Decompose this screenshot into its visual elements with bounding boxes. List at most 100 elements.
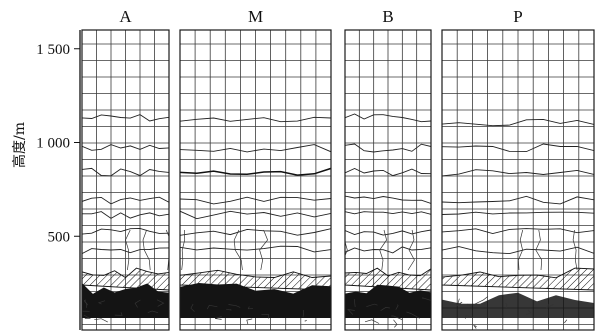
y-tick-label: 1 000	[36, 136, 70, 152]
terrain-scribble	[406, 311, 420, 319]
panel-grid-area	[180, 30, 331, 330]
terrain-scribble	[304, 319, 307, 322]
panel-m: M	[179, 7, 332, 331]
contour-line	[82, 114, 169, 122]
contour-line	[442, 211, 594, 215]
contour-line	[180, 228, 331, 236]
panel-p: P	[441, 7, 595, 331]
terrain-scribble	[464, 315, 474, 319]
contour-line	[345, 229, 431, 236]
terrain-scribble	[526, 309, 532, 315]
contour-line	[345, 168, 431, 177]
contour-line	[442, 228, 594, 234]
terrain-scribble	[147, 310, 159, 314]
streak-line	[379, 229, 387, 271]
contour-line	[345, 211, 431, 215]
terrain-scribble	[97, 300, 106, 305]
dark-ground-layer	[442, 292, 594, 318]
streak-line	[181, 229, 186, 271]
contour-line	[82, 227, 169, 235]
contour-line	[345, 246, 431, 254]
panel-label-a: A	[119, 7, 132, 26]
terrain-scribble	[395, 304, 399, 310]
terrain-scribble	[564, 319, 568, 324]
terrain-scribble	[391, 315, 403, 321]
terrain-scribble	[156, 299, 165, 307]
contour-line	[345, 143, 431, 153]
streak-line	[572, 229, 578, 271]
contour-line	[442, 246, 594, 255]
dark-ground-layer	[180, 283, 331, 318]
contour-line	[345, 113, 431, 123]
terrain-scribble	[83, 314, 92, 319]
panel-label-b: B	[382, 7, 393, 26]
terrain-scribble	[246, 318, 253, 325]
streak-line	[125, 229, 131, 271]
streak-line	[165, 229, 169, 271]
terrain-scribble	[505, 302, 508, 309]
terrain-scribble	[114, 312, 123, 316]
contour-line	[442, 118, 594, 127]
panel-frame	[441, 29, 595, 331]
terrain-scribble	[364, 319, 380, 324]
panel-frame	[179, 29, 332, 331]
panel-frame	[344, 29, 432, 331]
terrain-scribble	[228, 304, 241, 308]
terrain-scribble	[134, 299, 141, 308]
terrain-scribble	[354, 299, 356, 308]
terrain-scribble	[190, 303, 195, 312]
dark-ground-layer	[345, 284, 431, 318]
panel-grid-area	[442, 30, 594, 330]
terrain-scribble	[474, 296, 489, 305]
contour-line	[442, 195, 594, 205]
contour-line	[345, 195, 431, 204]
streak-line	[259, 229, 269, 271]
terrain-scribble	[214, 316, 222, 320]
panel-grid-area	[345, 30, 431, 330]
terrain-scribble	[347, 309, 355, 315]
terrain-scribble	[366, 303, 378, 308]
contour-line	[180, 116, 331, 123]
contour-line	[180, 144, 331, 153]
terrain-scribble	[380, 307, 390, 311]
panel-label-p: P	[513, 7, 522, 26]
terrain-scribble	[456, 301, 463, 307]
contour-line	[82, 144, 169, 151]
contour-line	[180, 210, 331, 220]
panel-frame	[81, 29, 170, 331]
terrain-scribble	[206, 304, 218, 310]
terrain-scribble	[226, 308, 232, 311]
streak-line	[345, 230, 348, 257]
contour-line	[82, 196, 169, 205]
contour-line	[180, 196, 331, 205]
panel-label-m: M	[248, 7, 263, 26]
terrain-scribble	[473, 324, 477, 329]
contour-line	[442, 169, 594, 177]
terrain-scribble	[545, 303, 554, 309]
y-axis-title: 高度/m	[11, 122, 28, 168]
hatched-layer	[345, 267, 431, 291]
panel-grid-area	[82, 30, 169, 330]
terrain-scribble	[302, 309, 305, 318]
streak-line	[535, 229, 543, 271]
terrain-scribble	[422, 297, 431, 301]
terrain-scribble	[261, 313, 269, 319]
contour-line	[180, 245, 331, 253]
terrain-scribble	[83, 299, 89, 306]
streak-line	[142, 229, 151, 271]
streak-line	[407, 229, 415, 271]
panel-b: B	[344, 7, 432, 331]
hatched-layer	[442, 267, 594, 291]
dark-ground-layer	[82, 283, 169, 318]
terrain-scribble	[467, 303, 473, 307]
contour-line	[180, 167, 331, 176]
panel-a: A	[81, 7, 170, 331]
y-tick-label: 1 500	[36, 42, 70, 58]
streak-line	[233, 229, 243, 271]
streak-line	[518, 229, 524, 271]
terrain-scribble	[247, 306, 253, 310]
contour-line	[442, 143, 594, 153]
contour-line	[82, 247, 169, 254]
